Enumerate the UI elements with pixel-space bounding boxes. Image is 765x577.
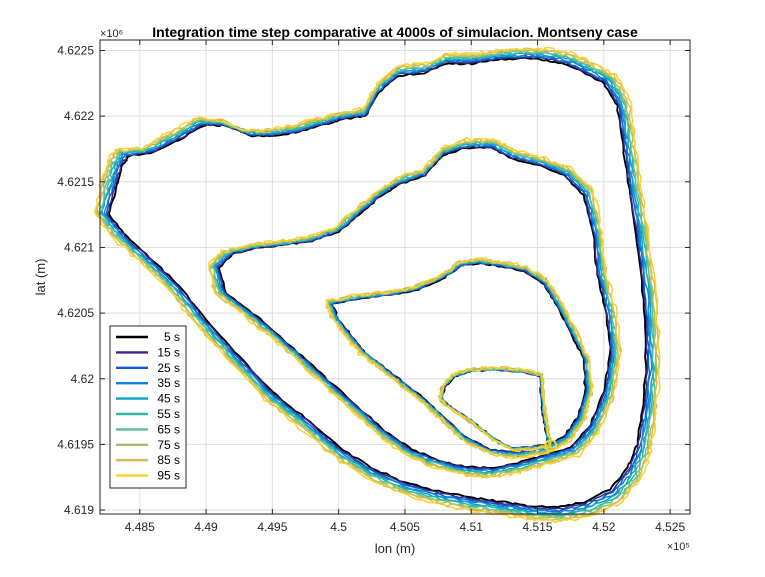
chart-title: Integration time step comparative at 400… xyxy=(152,24,638,40)
legend-label: 15 s xyxy=(157,345,180,359)
x-tick-label: 4.49 xyxy=(194,520,218,534)
legend-label: 65 s xyxy=(157,422,180,436)
y-tick-label: 4.6215 xyxy=(57,175,94,189)
series-line-95s xyxy=(208,136,623,479)
ignition-point-marker xyxy=(544,439,558,453)
series-lines xyxy=(93,46,661,524)
x-tick-label: 4.52 xyxy=(592,520,616,534)
y-tick-label: 4.621 xyxy=(64,240,94,254)
legend-label: 25 s xyxy=(157,361,180,375)
plot-frame xyxy=(99,39,691,515)
x-tick-label: 4.51 xyxy=(460,520,484,534)
legend-label: 85 s xyxy=(157,453,180,467)
x-tick-label: 4.525 xyxy=(655,520,685,534)
legend-label: 5 s xyxy=(164,330,180,344)
y-tick-label: 4.6225 xyxy=(57,44,94,58)
y-tick-label: 4.6195 xyxy=(57,437,94,451)
y-tick-label: 4.6205 xyxy=(57,306,94,320)
axes: 4.485 4.49 4.495 4.5 4.505 4.51 4.515 4.52 4.525… xyxy=(57,40,690,534)
y-tick-label: 4.62 xyxy=(71,372,95,386)
legend-label: 35 s xyxy=(157,376,180,390)
legend-label: 45 s xyxy=(157,392,180,406)
x-tick-label: 4.5 xyxy=(330,520,347,534)
legend-label: 55 s xyxy=(157,407,180,421)
series-line-95s xyxy=(325,257,594,460)
y-tick-label: 4.622 xyxy=(64,109,94,123)
x-tick-label: 4.495 xyxy=(257,520,287,534)
y-axis-label: lat (m) xyxy=(33,259,48,296)
markers xyxy=(544,439,558,453)
legend-label: 75 s xyxy=(157,438,180,452)
series-line-85s xyxy=(208,137,622,478)
x-tick-label: 4.515 xyxy=(523,520,553,534)
x-tick-label: 4.505 xyxy=(390,520,420,534)
series-line-95s xyxy=(93,46,661,524)
series-line-95s xyxy=(438,365,553,453)
y-tick-label: 4.619 xyxy=(64,503,94,517)
y-axis-exponent: ×10⁶ xyxy=(100,28,123,40)
legend: 5 s15 s 25 s35 s 45 s55 s65 s 75 s85 s 95 s xyxy=(109,325,187,489)
series-line-85s xyxy=(95,47,661,523)
series-line-45s xyxy=(101,52,654,515)
legend-label: 95 s xyxy=(157,469,180,483)
x-axis-label: lon (m) xyxy=(375,541,415,556)
x-axis-exponent: ×10⁵ xyxy=(667,541,690,553)
x-tick-label: 4.485 xyxy=(125,520,155,534)
